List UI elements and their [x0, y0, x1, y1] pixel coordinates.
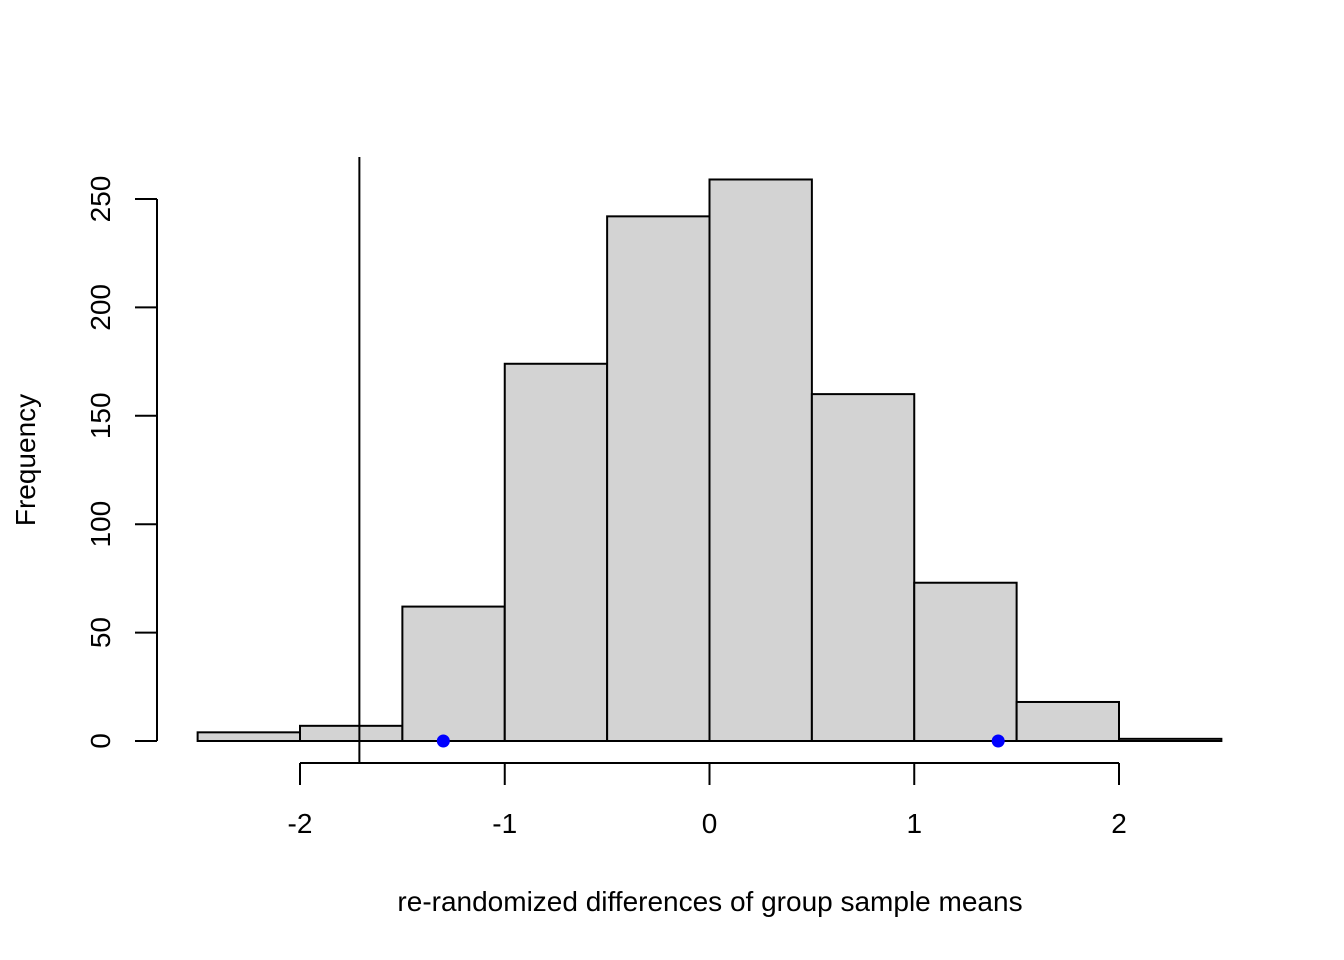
observed-point: [436, 734, 450, 748]
histogram-bar: [913, 581, 1018, 743]
x-tick-label: 0: [702, 808, 718, 839]
observed-points: [436, 734, 1005, 748]
y-axis: 0 50 100 150 200 250: [85, 176, 158, 749]
x-axis: -2 -1 0 1 2: [288, 762, 1127, 839]
histogram-bar: [708, 178, 813, 743]
y-tick-label: 250: [85, 176, 116, 223]
x-tick-label: 1: [906, 808, 922, 839]
histogram-bar: [810, 393, 916, 742]
y-tick-label: 150: [85, 392, 116, 439]
histogram-bar: [401, 605, 506, 742]
histogram-bar: [196, 731, 301, 743]
histogram-bars: [196, 178, 1223, 743]
observed-point: [991, 734, 1005, 748]
y-tick-label: 200: [85, 284, 116, 331]
histogram-bar: [1015, 700, 1120, 743]
histogram-bar: [1118, 737, 1223, 742]
x-tick-label: -1: [492, 808, 517, 839]
x-tick-label: 2: [1111, 808, 1127, 839]
histogram-bar: [503, 362, 609, 742]
x-axis-label: re-randomized differences of group sampl…: [397, 886, 1022, 917]
histogram-bar: [606, 215, 711, 742]
y-axis-label: Frequency: [10, 394, 41, 526]
histogram-bar: [299, 724, 404, 742]
y-tick-label: 100: [85, 501, 116, 548]
x-tick-label: -2: [288, 808, 313, 839]
y-tick-label: 50: [85, 617, 116, 648]
y-tick-label: 0: [85, 733, 116, 749]
